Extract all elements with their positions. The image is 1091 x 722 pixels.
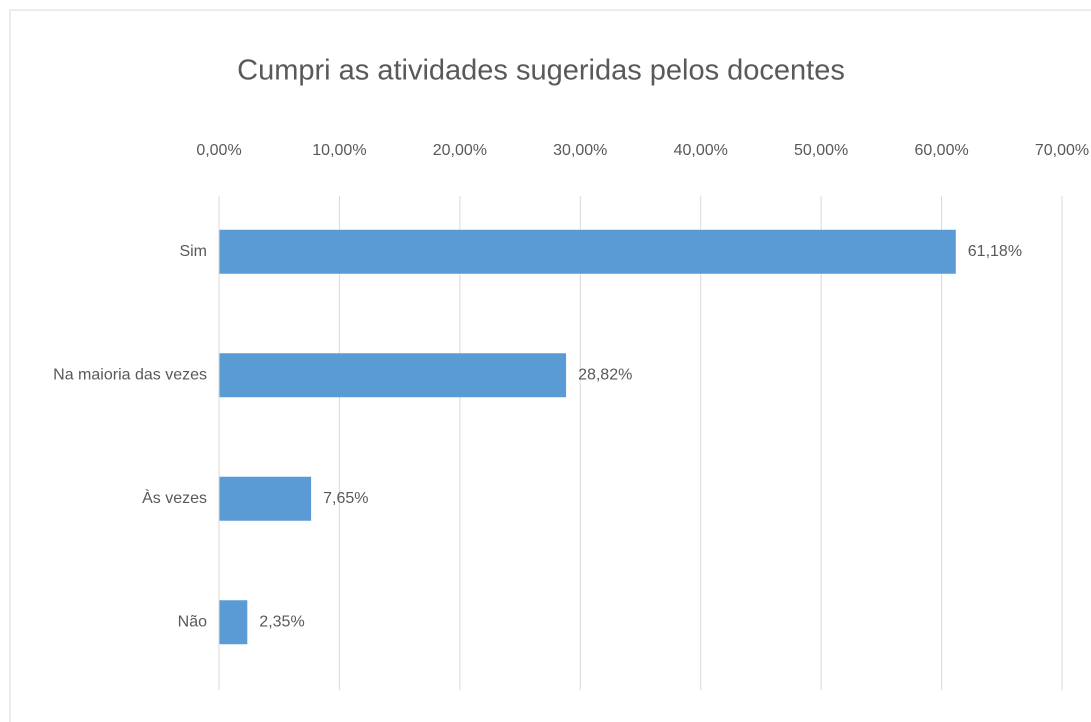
x-tick-label: 60,00%: [914, 142, 968, 159]
y-tick-label: Sim: [179, 243, 207, 260]
data-label: 28,82%: [578, 366, 632, 383]
bar: [219, 353, 567, 398]
x-tick-label: 20,00%: [433, 142, 487, 159]
x-tick-label: 70,00%: [1035, 142, 1089, 159]
x-tick-label: 40,00%: [674, 142, 728, 159]
bar: [219, 476, 312, 521]
bar: [219, 600, 248, 645]
x-tick-label: 0,00%: [196, 142, 241, 159]
x-tick-label: 50,00%: [794, 142, 848, 159]
chart-title: Cumpri as atividades sugeridas pelos doc…: [237, 55, 845, 87]
x-tick-label: 10,00%: [312, 142, 366, 159]
y-tick-label: Na maioria das vezes: [53, 366, 207, 383]
bar: [219, 229, 956, 274]
y-tick-label: Não: [178, 613, 207, 630]
data-label: 2,35%: [259, 613, 304, 630]
y-tick-label: Às vezes: [142, 488, 207, 507]
data-label: 7,65%: [323, 490, 368, 507]
x-tick-label: 30,00%: [553, 142, 607, 159]
data-label: 61,18%: [968, 243, 1022, 260]
